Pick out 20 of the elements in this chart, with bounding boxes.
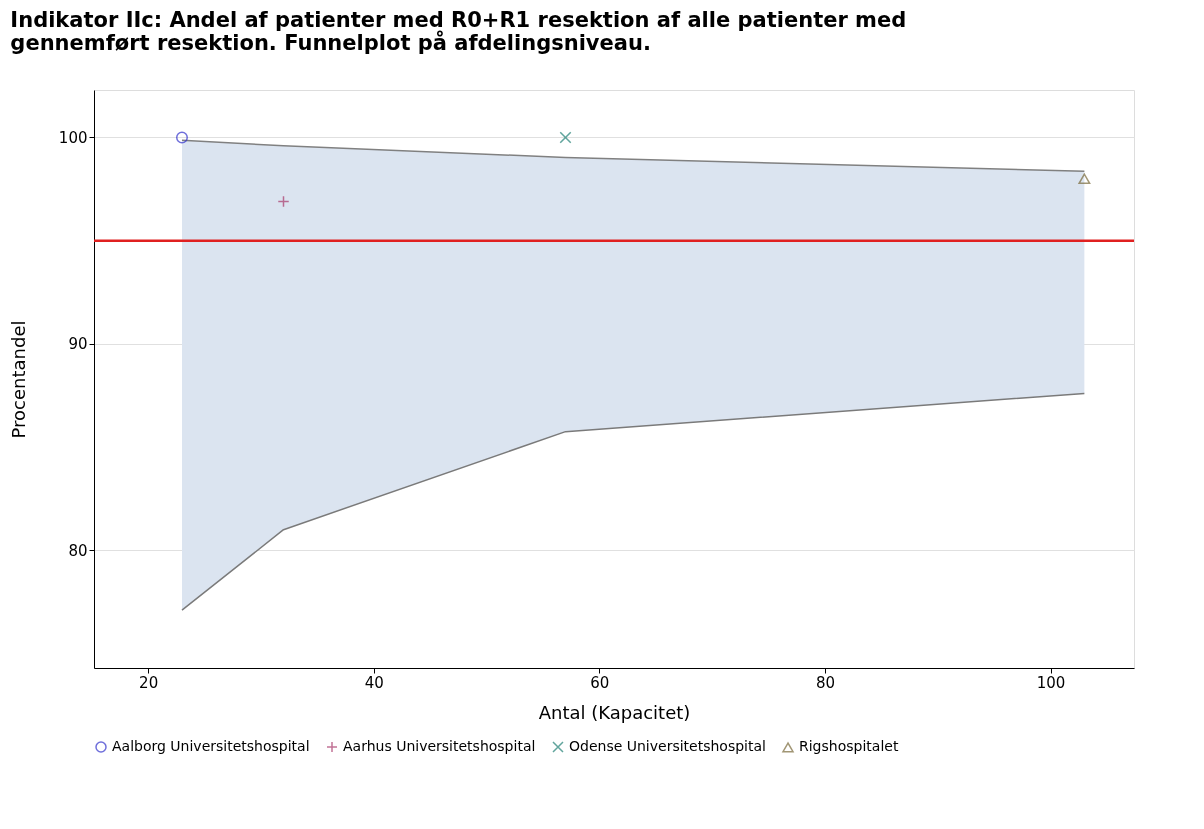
y-axis-title: Procentandel xyxy=(7,320,29,439)
y-tick-label: 80 xyxy=(68,541,88,560)
y-tick-label: 100 xyxy=(58,128,88,147)
y-tick-label: 90 xyxy=(68,335,88,354)
legend-label: Rigshospitalet xyxy=(799,738,899,755)
x-tick-label: 100 xyxy=(1036,673,1066,692)
point xyxy=(277,195,290,208)
x-tick-label: 60 xyxy=(590,673,610,692)
point xyxy=(559,131,572,144)
text: gennemført resektion. Funnelplot på afdelingsniveau. xyxy=(10,31,651,55)
legend-label: Aarhus Universitetshospital xyxy=(343,738,536,754)
x-tick-label: 80 xyxy=(815,673,835,692)
line-series xyxy=(181,392,1086,611)
x-tick-label: 40 xyxy=(364,673,384,692)
point xyxy=(1078,173,1091,185)
legend-label: Odense Universitetshospital xyxy=(569,738,766,754)
x-tick-label: 20 xyxy=(139,673,159,692)
x-axis-title: Antal (Kapacitet) xyxy=(538,701,691,723)
legend-label: Aalborg Universitetshospital xyxy=(112,738,310,754)
point xyxy=(175,131,188,144)
